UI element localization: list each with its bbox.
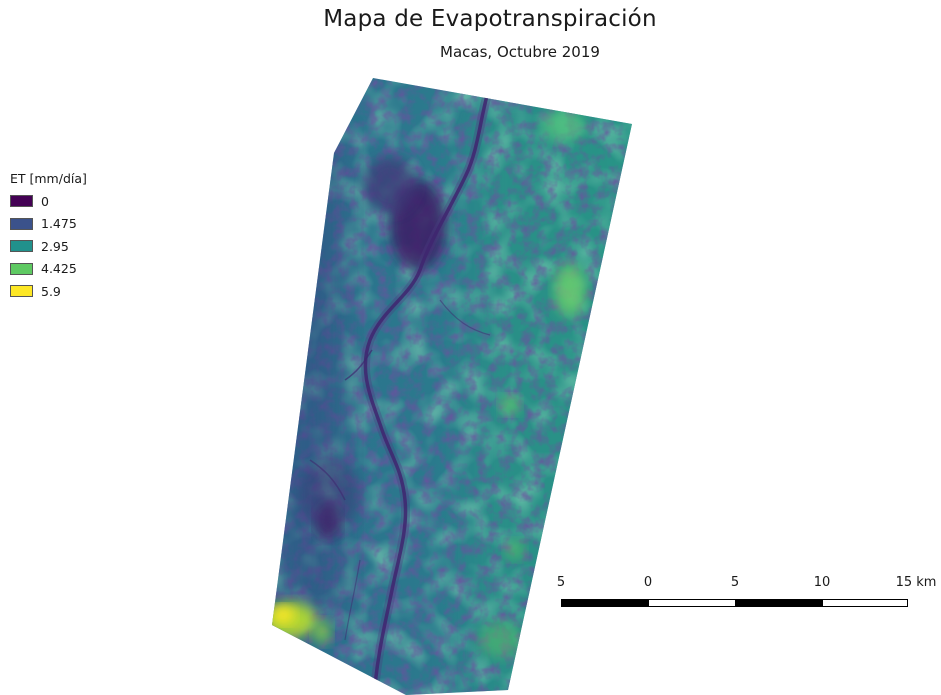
legend-swatch (10, 240, 33, 253)
legend-item: 0 (10, 190, 87, 213)
legend-item: 4.425 (10, 258, 87, 281)
legend-title: ET [mm/día] (10, 171, 87, 186)
legend-label: 5.9 (41, 283, 61, 299)
legend-label: 4.425 (41, 261, 77, 277)
scale-segment (561, 599, 649, 607)
legend-item: 5.9 (10, 280, 87, 303)
scale-segment (822, 599, 908, 607)
legend-item: 2.95 (10, 235, 87, 258)
scale-labels: 5 0 5 10 15 km (556, 575, 938, 593)
scale-segment (735, 599, 823, 607)
scale-label: 0 (643, 575, 653, 590)
legend-item: 1.475 (10, 213, 87, 236)
map-title: Mapa de Evapotranspiración (323, 6, 657, 32)
map-subtitle: Macas, Octubre 2019 (440, 43, 600, 61)
scale-segment (648, 599, 736, 607)
legend-swatch (10, 262, 33, 275)
legend-label: 0 (41, 193, 49, 209)
legend-swatch (10, 195, 33, 208)
scale-bar: 5 0 5 10 15 km (557, 575, 936, 615)
map-legend: ET [mm/día] 0 1.475 2.95 4.425 5.9 (10, 171, 87, 303)
scale-label: 5 (730, 575, 740, 590)
scale-label: 10 (813, 575, 831, 590)
legend-label: 1.475 (41, 216, 77, 232)
legend-label: 2.95 (41, 238, 69, 254)
scale-label: 15 km (895, 575, 937, 590)
legend-swatch (10, 217, 33, 230)
scale-label: 5 (556, 575, 566, 590)
legend-swatch (10, 285, 33, 298)
